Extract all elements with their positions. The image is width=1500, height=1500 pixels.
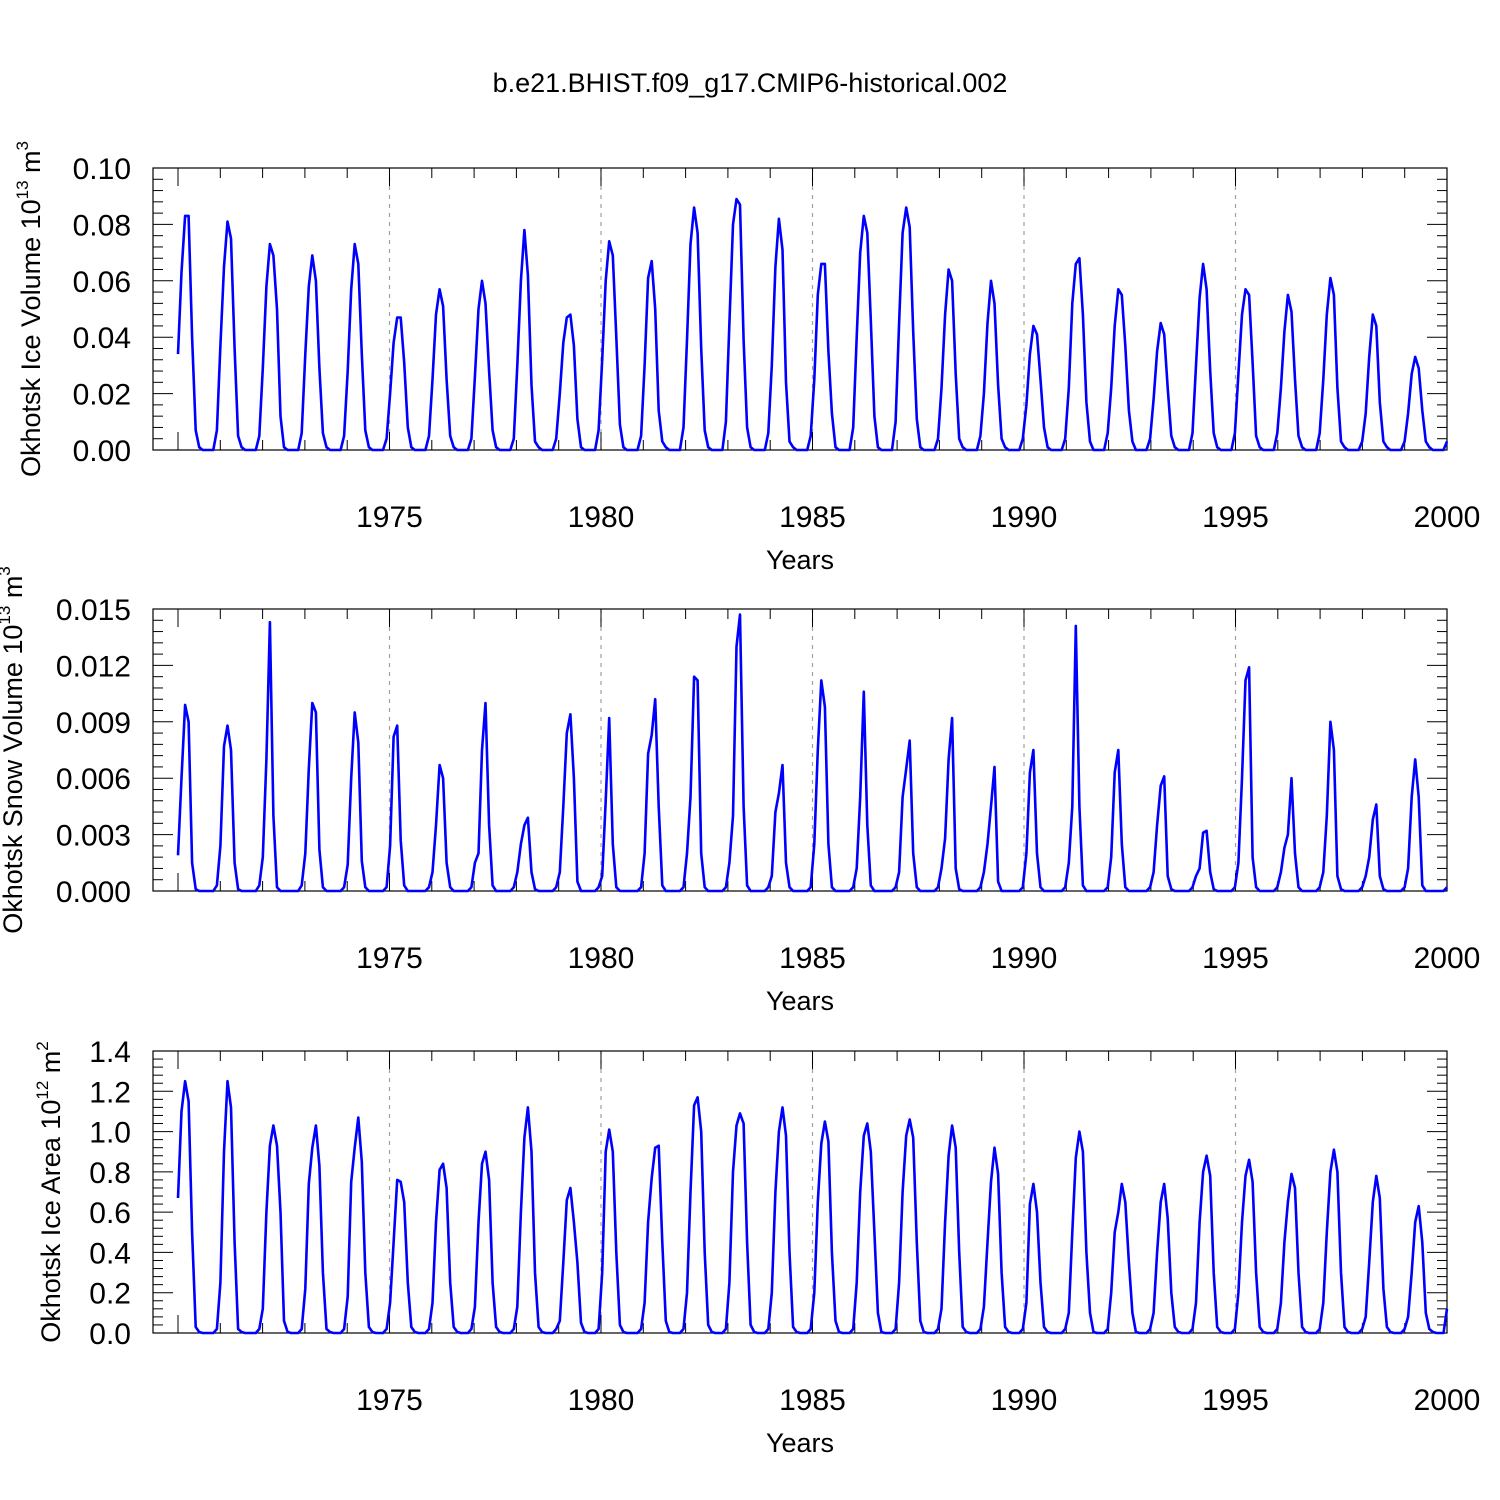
x-tick-label: 1995: [1202, 942, 1269, 975]
y-axis-title: Okhotsk Ice Area 1012 m2: [33, 1041, 66, 1343]
y-tick-label: 0.06: [73, 266, 131, 299]
y-tick-label: 0.009: [56, 707, 131, 740]
panel-snow-volume: 1975 1980 1985 1990 1995 2000 Years 0.000 0.003 0…: [0, 566, 1480, 1016]
y-tick-label: 0.2: [89, 1278, 131, 1311]
y-tick-label: 0.015: [56, 594, 131, 627]
x-tick-label: 1990: [991, 501, 1058, 534]
y-tick-label: 0.6: [89, 1197, 131, 1230]
y-tick-label: 1.4: [89, 1036, 131, 1069]
x-tick-label: 1980: [568, 1384, 635, 1417]
x-tick-label: 1995: [1202, 501, 1269, 534]
x-tick-label: 1975: [356, 1384, 423, 1417]
x-tick-label: 1980: [568, 501, 635, 534]
x-tick-label: 1975: [356, 501, 423, 534]
series-line: [176, 197, 1449, 452]
y-axis-title: Okhotsk Ice Volume 1013 m3: [13, 141, 46, 477]
plot-frame: [152, 167, 1448, 451]
series-line: [176, 1079, 1449, 1335]
y-tick-label: 0.08: [73, 209, 131, 242]
y-tick-label: 0.04: [73, 322, 131, 355]
x-tick-label: 2000: [1414, 1384, 1481, 1417]
x-tick-label: 1990: [991, 942, 1058, 975]
y-tick-label: 0.006: [56, 763, 131, 796]
y-tick-label: 1.2: [89, 1076, 131, 1109]
x-tick-label: 2000: [1414, 942, 1481, 975]
y-tick-label: 0.012: [56, 650, 131, 683]
y-tick-label: 0.0: [89, 1318, 131, 1351]
x-axis-title: Years: [766, 1428, 834, 1458]
y-tick-label: 0.000: [56, 876, 131, 909]
panel-ice-volume: 1975 1980 1985 1990 1995 2000 Years 0.00 0.02 0.0…: [13, 141, 1480, 575]
x-tick-label: 1995: [1202, 1384, 1269, 1417]
x-axis-title: Years: [766, 986, 834, 1016]
x-tick-label: 1985: [779, 1384, 846, 1417]
x-tick-label: 2000: [1414, 501, 1481, 534]
y-tick-label: 0.8: [89, 1157, 131, 1190]
x-tick-label: 1990: [991, 1384, 1058, 1417]
y-axis-title: Okhotsk Snow Volume 1013 m3: [0, 566, 28, 934]
x-tick-label: 1975: [356, 942, 423, 975]
x-axis-title: Years: [766, 545, 834, 575]
x-tick-label: 1985: [779, 942, 846, 975]
y-tick-label: 0.00: [73, 435, 131, 468]
x-tick-label: 1980: [568, 942, 635, 975]
figure-title: b.e21.BHIST.f09_g17.CMIP6-historical.002: [493, 68, 1008, 98]
x-tick-label: 1985: [779, 501, 846, 534]
series-line: [176, 613, 1448, 893]
y-tick-label: 0.003: [56, 820, 131, 853]
y-tick-label: 0.4: [89, 1237, 131, 1270]
y-tick-label: 0.10: [73, 153, 131, 186]
y-tick-label: 1.0: [89, 1117, 131, 1150]
y-tick-label: 0.02: [73, 379, 131, 412]
panel-ice-area: 1975 1980 1985 1990 1995 2000 Years 0.0 0.2 0.4 0.…: [33, 1036, 1480, 1458]
